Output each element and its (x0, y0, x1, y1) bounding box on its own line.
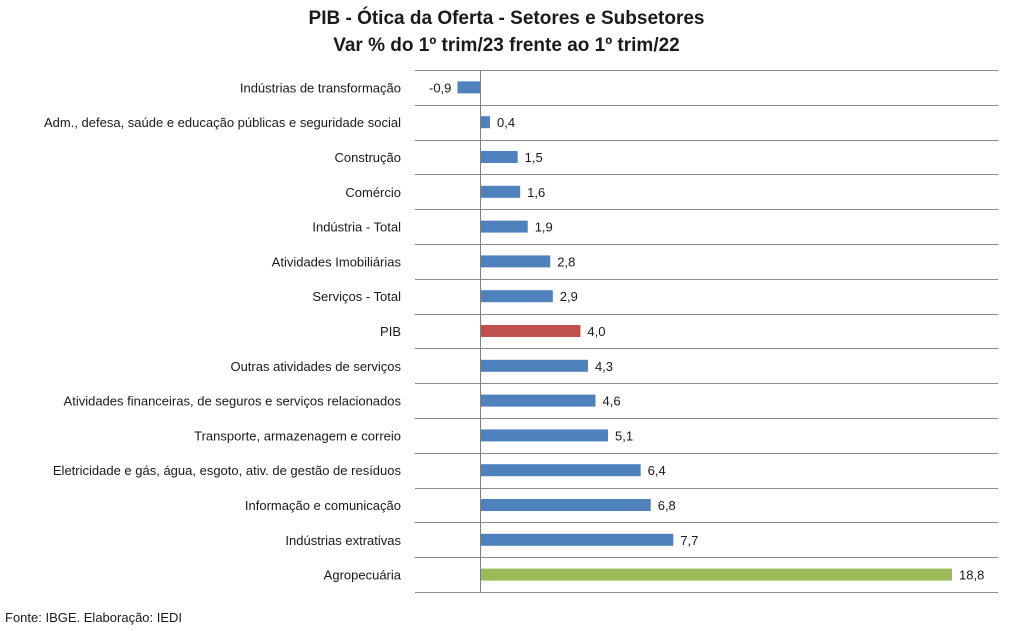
data-label: 4,3 (595, 359, 613, 374)
bar (480, 533, 674, 546)
data-label: 1,6 (527, 185, 545, 200)
source-note: Fonte: IBGE. Elaboração: IEDI (5, 610, 183, 625)
category-label: Atividades financeiras, de seguros e ser… (64, 394, 402, 409)
data-label: 1,9 (535, 220, 553, 235)
category-label: Agropecuária (324, 568, 402, 583)
bar (480, 429, 609, 442)
bar (480, 185, 521, 198)
bar (480, 290, 553, 303)
data-label: 1,5 (525, 150, 543, 165)
category-label: Serviços - Total (312, 289, 401, 304)
data-label: 2,8 (557, 254, 575, 269)
bar (480, 394, 596, 407)
category-label: Construção (335, 150, 401, 165)
bar (457, 81, 480, 94)
bar (480, 325, 581, 337)
bar (480, 499, 651, 511)
category-label: Comércio (345, 185, 401, 200)
category-label: Atividades Imobiliárias (272, 254, 402, 269)
bar (480, 359, 588, 372)
category-label: Outras atividades de serviços (230, 359, 401, 374)
data-label: -0,9 (429, 80, 451, 95)
bar (480, 255, 551, 268)
bar (480, 151, 518, 163)
data-label: 18,8 (959, 568, 984, 583)
data-label: 7,7 (680, 533, 698, 548)
bar (480, 220, 528, 233)
data-label: 6,4 (648, 463, 666, 478)
bar (480, 464, 641, 477)
data-label: 4,0 (587, 324, 605, 339)
category-label: Adm., defesa, saúde e educação públicas … (44, 115, 401, 130)
category-label: Eletricidade e gás, água, esgoto, ativ. … (53, 463, 402, 478)
data-label: 6,8 (658, 498, 676, 513)
bar (480, 116, 491, 129)
category-label: Transporte, armazenagem e correio (194, 428, 401, 443)
data-label: 2,9 (560, 289, 578, 304)
category-label: Indústria - Total (312, 220, 401, 235)
chart-subtitle: Var % do 1º trim/23 frente ao 1º trim/22 (333, 35, 680, 56)
category-label: Informação e comunicação (245, 498, 401, 513)
bar (480, 568, 952, 581)
chart-title: PIB - Ótica da Oferta - Setores e Subset… (308, 8, 705, 29)
data-label: 4,6 (602, 394, 620, 409)
data-label: 0,4 (497, 115, 515, 130)
category-label: Indústrias extrativas (285, 533, 401, 548)
data-label: 5,1 (615, 428, 633, 443)
category-label: PIB (380, 324, 401, 339)
category-label: Indústrias de transformação (240, 80, 401, 95)
